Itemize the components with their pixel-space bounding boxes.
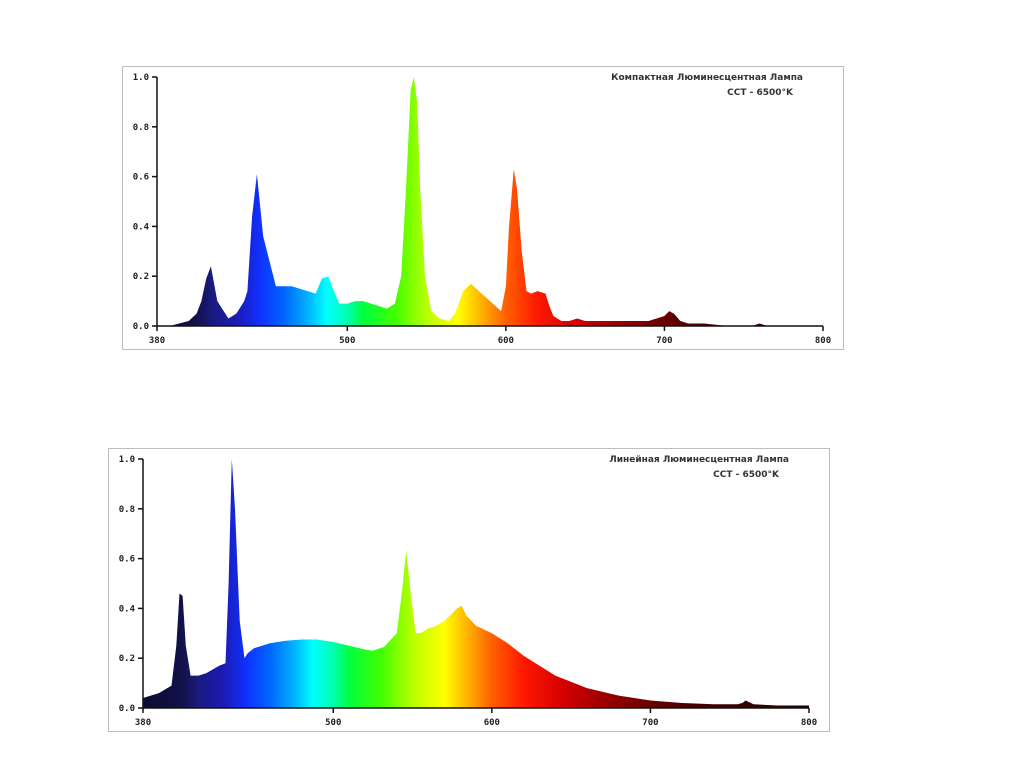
chart-title-block: Компактная Люминесцентная Лампа CCT - 65…	[611, 71, 803, 101]
x-tick-label: 800	[801, 718, 817, 728]
y-tick-label: 0.0	[119, 704, 135, 714]
x-tick-label: 500	[339, 336, 355, 346]
y-tick-label: 1.0	[119, 455, 135, 465]
spectrum-plot-compact: 0.0 0.2 0.4 0.6 0.8 1.0 380 500 600 700 800	[133, 73, 831, 346]
y-tick-label: 0.8	[119, 505, 135, 515]
y-tick-label: 0.6	[133, 173, 149, 183]
spectrum-area	[143, 459, 809, 708]
chart-title-block: Линейная Люминесцентная Лампа CCT - 6500…	[609, 453, 789, 483]
y-tick-label: 1.0	[133, 73, 149, 83]
spectrum-chart-compact: 0.0 0.2 0.4 0.6 0.8 1.0 380 500 600 700 800 Компак…	[122, 66, 844, 350]
x-tick-label: 500	[325, 718, 341, 728]
spectrum-area	[169, 77, 823, 326]
x-tick-label: 800	[815, 336, 831, 346]
chart-subtitle: CCT - 6500°K	[727, 88, 793, 98]
x-tick-label: 700	[642, 718, 658, 728]
y-tick-label: 0.4	[133, 222, 150, 232]
chart-title: Компактная Люминесцентная Лампа	[611, 73, 803, 83]
x-tick-label: 600	[498, 336, 514, 346]
chart-subtitle: CCT - 6500°K	[713, 470, 779, 480]
y-tick-label: 0.4	[119, 604, 136, 614]
y-tick-label: 0.2	[133, 272, 149, 282]
spectrum-plot-linear: 0.0 0.2 0.4 0.6 0.8 1.0 380 500 600 700 800	[119, 455, 817, 728]
y-tick-label: 0.8	[133, 123, 149, 133]
x-tick-label: 380	[149, 336, 165, 346]
x-tick-label: 600	[484, 718, 500, 728]
y-tick-label: 0.0	[133, 322, 149, 332]
y-tick-label: 0.6	[119, 555, 135, 565]
x-tick-label: 380	[135, 718, 151, 728]
y-tick-label: 0.2	[119, 654, 135, 664]
spectrum-chart-linear: 0.0 0.2 0.4 0.6 0.8 1.0 380 500 600 700 800 Линейн…	[108, 448, 830, 732]
x-tick-label: 700	[656, 336, 672, 346]
chart-title: Линейная Люминесцентная Лампа	[609, 455, 789, 465]
